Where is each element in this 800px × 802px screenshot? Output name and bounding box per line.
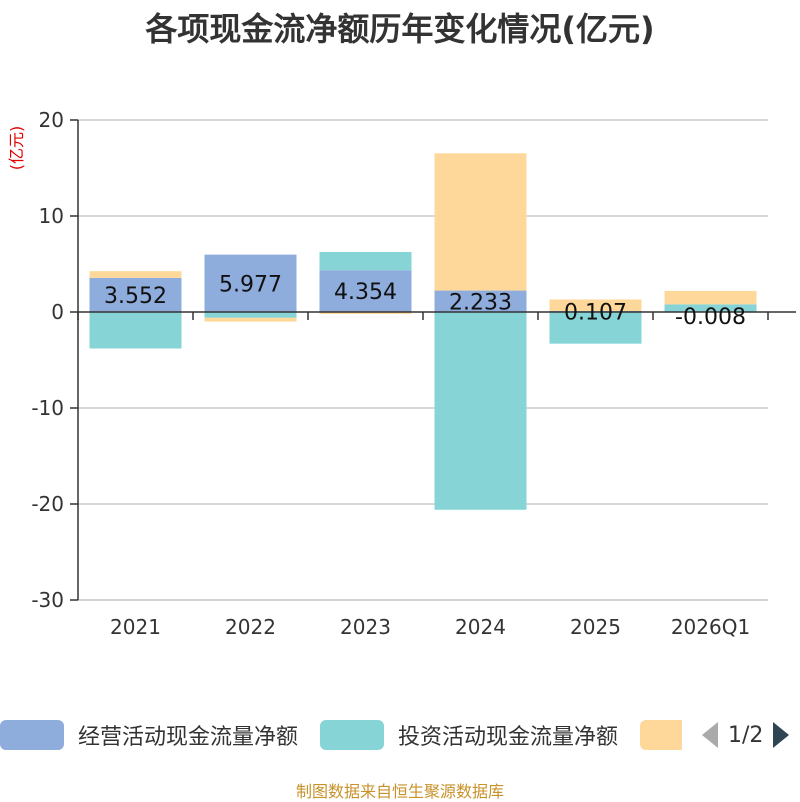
bars — [89, 153, 757, 510]
x-tick-label-5: 2026Q1 — [671, 615, 750, 639]
bar-s1-2026Q1[interactable] — [664, 304, 757, 312]
legend-item-investing[interactable]: 投资活动现金流量净额 — [320, 712, 618, 758]
bar-s2-2024[interactable] — [434, 153, 527, 291]
bar-s0-2022[interactable] — [204, 254, 297, 312]
legend-item-operating[interactable]: 经营活动现金流量净额 — [0, 712, 298, 758]
data-label-2022: 5.977 — [219, 272, 282, 297]
bar-s2-2025[interactable] — [549, 299, 642, 311]
bar-s2-2026Q1[interactable] — [664, 290, 757, 305]
legend-item-financing[interactable] — [640, 712, 696, 758]
data-label-2021: 3.552 — [104, 284, 167, 309]
legend: 经营活动现金流量净额 投资活动现金流量净额 1/2 — [0, 712, 800, 758]
legend-swatch-operating — [0, 720, 64, 750]
x-tick-label-0: 2021 — [110, 615, 161, 639]
bar-s0-2021[interactable] — [89, 277, 182, 312]
x-tick-label-3: 2024 — [455, 615, 506, 639]
next-page-icon[interactable] — [771, 720, 791, 750]
data-label-2026Q1: -0.008 — [675, 305, 746, 330]
x-tick-label-2: 2023 — [340, 615, 391, 639]
bar-s0-2023[interactable] — [319, 270, 412, 312]
tick-labels: 20 10 0 -10 -20 -30 2021 2022 2023 2024 2025 2026Q1 — [31, 108, 750, 639]
footer-source: 制图数据来自恒生聚源数据库 — [295, 782, 504, 801]
data-labels: 3.552 5.977 4.354 2.233 0.107 -0.008 — [104, 272, 746, 330]
bar-s0-2024[interactable] — [434, 290, 527, 312]
y-tick-label-0: 20 — [39, 108, 64, 132]
legend-page-indicator: 1/2 — [728, 722, 764, 748]
bar-s2-2023[interactable] — [319, 312, 412, 314]
bar-s1-2024[interactable] — [434, 312, 527, 510]
y-axis-unit-label: (亿元) — [7, 126, 26, 171]
grid-lines — [78, 119, 768, 601]
bar-s1-2023[interactable] — [319, 251, 412, 271]
axes — [70, 119, 796, 601]
y-tick-label-3: -10 — [31, 396, 64, 420]
bar-s1-2025[interactable] — [549, 312, 642, 344]
prev-page-icon[interactable] — [700, 720, 720, 750]
data-label-2024: 2.233 — [449, 290, 512, 315]
chart-title: 各项现金流净额历年变化情况(亿元) — [145, 10, 655, 48]
bar-s2-2022[interactable] — [204, 317, 297, 322]
data-label-2025: 0.107 — [564, 300, 627, 325]
bar-s1-2022[interactable] — [204, 312, 297, 318]
legend-swatch-investing — [320, 720, 384, 750]
y-tick-label-2: 0 — [51, 300, 64, 324]
legend-pager: 1/2 — [700, 712, 791, 758]
data-label-2023: 4.354 — [334, 280, 397, 305]
chart-canvas: 20 10 0 -10 -20 -30 2021 2022 2023 2024 2025 2026Q1… — [7, 108, 796, 639]
y-tick-label-1: 10 — [39, 204, 64, 228]
x-tick-label-4: 2025 — [570, 615, 621, 639]
legend-label-investing: 投资活动现金流量净额 — [398, 725, 619, 750]
x-tick-label-1: 2022 — [225, 615, 276, 639]
legend-label-operating: 经营活动现金流量净额 — [78, 725, 299, 750]
legend-swatch-financing — [640, 720, 682, 750]
y-tick-label-4: -20 — [31, 492, 64, 516]
bar-s1-2021[interactable] — [89, 312, 182, 349]
y-tick-label-5: -30 — [31, 588, 64, 612]
bar-s2-2021[interactable] — [89, 271, 182, 278]
